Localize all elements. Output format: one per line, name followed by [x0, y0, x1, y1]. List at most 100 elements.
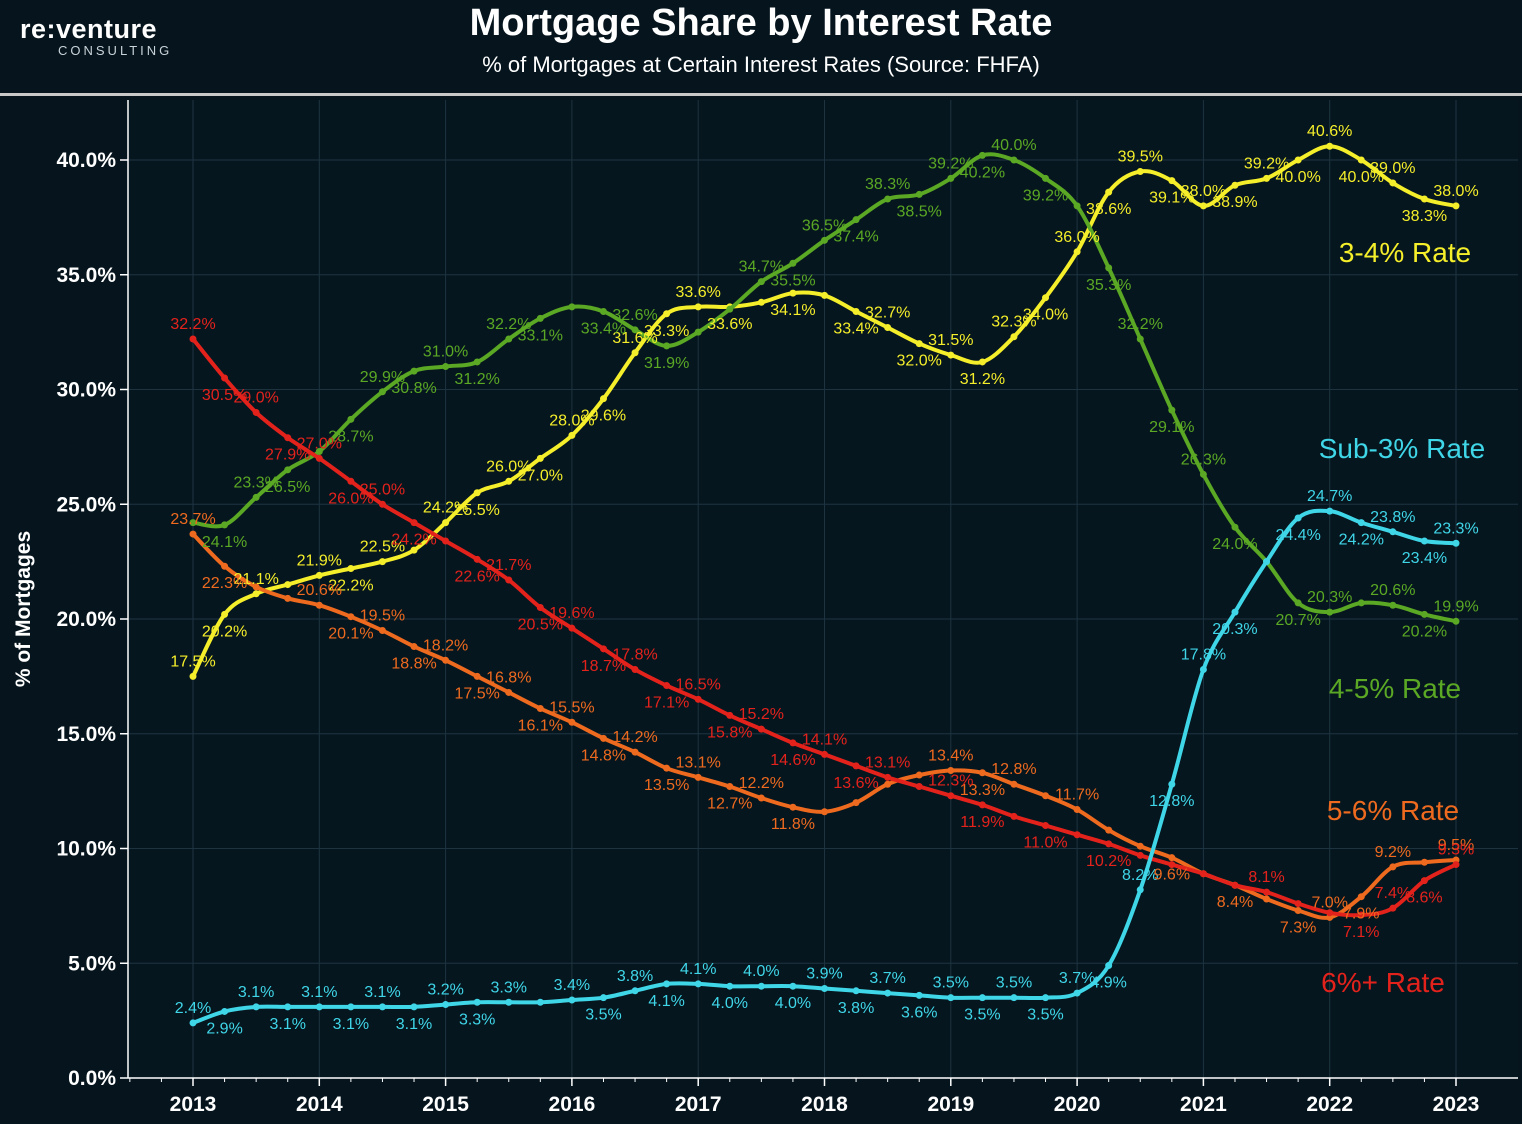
data-label: 23.4% — [1402, 550, 1447, 567]
data-point — [568, 431, 576, 439]
y-tick-label: 35.0% — [56, 264, 116, 287]
data-point — [536, 604, 544, 612]
data-label: 38.0% — [1433, 183, 1478, 200]
data-label: 31.9% — [644, 355, 689, 372]
data-label: 3.5% — [996, 975, 1032, 992]
data-point — [852, 307, 860, 315]
data-label: 3.1% — [333, 1016, 369, 1033]
data-point — [473, 358, 481, 366]
data-point — [1326, 142, 1334, 150]
data-point — [789, 289, 797, 297]
data-label: 12.7% — [707, 796, 752, 813]
data-point — [915, 340, 923, 348]
data-label: 11.0% — [1023, 835, 1067, 852]
data-label: 39.2% — [1244, 155, 1289, 172]
data-point — [978, 358, 986, 366]
data-label: 37.4% — [833, 229, 878, 246]
data-point — [1357, 893, 1365, 901]
data-point — [1420, 537, 1428, 545]
data-label: 33.4% — [581, 320, 626, 337]
data-label: 8.6% — [1406, 890, 1442, 907]
data-label: 40.0% — [991, 137, 1036, 154]
data-point — [821, 750, 828, 758]
data-point — [1136, 167, 1144, 175]
data-label: 30.8% — [391, 380, 436, 397]
data-point — [663, 342, 671, 350]
data-label: 3.1% — [238, 984, 274, 1001]
data-label: 10.2% — [1086, 853, 1131, 870]
data-label: 13.4% — [928, 747, 973, 764]
data-label: 8.4% — [1217, 894, 1253, 911]
data-point — [1010, 780, 1018, 788]
data-label: 3.3% — [491, 979, 527, 996]
data-point — [1326, 608, 1334, 616]
x-tick-label: 2013 — [170, 1093, 217, 1116]
data-point — [1452, 202, 1460, 210]
data-label: 21.1% — [233, 571, 278, 588]
data-point — [442, 537, 450, 545]
data-label: 40.2% — [960, 164, 1005, 181]
data-label: 17.5% — [454, 685, 499, 702]
data-point — [1136, 335, 1144, 343]
data-label: 35.3% — [1086, 277, 1131, 294]
data-point — [947, 792, 955, 800]
data-point — [315, 571, 323, 579]
data-label: 31.0% — [423, 344, 468, 361]
data-label: 3.5% — [933, 975, 969, 992]
data-point — [221, 1007, 229, 1015]
y-tick-label: 0.0% — [68, 1067, 116, 1090]
data-label: 22.3% — [202, 575, 247, 592]
data-point — [884, 989, 892, 997]
data-point — [978, 151, 986, 159]
data-point — [726, 982, 734, 990]
data-label: 14.1% — [802, 731, 847, 748]
data-label: 18.7% — [581, 658, 626, 675]
data-point — [189, 1019, 197, 1027]
chart-header: re:venture CONSULTING Mortgage Share by … — [0, 0, 1522, 93]
data-point — [221, 521, 229, 529]
data-label: 33.4% — [833, 320, 878, 337]
data-point — [347, 1003, 355, 1011]
data-point — [1042, 792, 1050, 800]
data-point — [1231, 608, 1239, 616]
data-label: 14.6% — [770, 752, 815, 769]
data-label: 27.0% — [518, 467, 563, 484]
data-label: 36.0% — [1054, 229, 1099, 246]
data-point — [1199, 665, 1207, 673]
data-label: 23.7% — [170, 511, 215, 528]
data-point — [821, 984, 828, 992]
data-point — [347, 565, 355, 573]
data-label: 38.0% — [1181, 183, 1226, 200]
data-label: 34.7% — [739, 259, 784, 276]
data-point — [757, 794, 765, 802]
data-label: 3.3% — [459, 1011, 495, 1028]
data-label: 3.7% — [1059, 970, 1095, 987]
data-point — [1073, 831, 1081, 839]
data-point — [252, 590, 260, 598]
y-axis-label: % of Mortgages — [12, 531, 35, 687]
data-point — [315, 1003, 323, 1011]
data-point — [1294, 900, 1302, 908]
data-label: 11.7% — [1055, 786, 1099, 803]
data-point — [631, 349, 639, 357]
data-label: 3.1% — [301, 984, 337, 1001]
data-point — [1042, 822, 1050, 830]
data-label: 3.5% — [964, 1007, 1000, 1024]
data-label: 12.8% — [991, 761, 1036, 778]
data-point — [1231, 523, 1239, 531]
data-point — [1168, 854, 1176, 862]
data-label: 4.1% — [680, 961, 716, 978]
data-label: 38.3% — [865, 176, 910, 193]
data-label: 34.1% — [770, 302, 815, 319]
data-label: 29.0% — [233, 389, 278, 406]
series-name-label: Sub-3% Rate — [1319, 433, 1486, 464]
data-point — [568, 996, 576, 1004]
data-label: 14.2% — [612, 729, 657, 746]
data-label: 22.6% — [454, 568, 499, 585]
data-point — [1389, 863, 1397, 871]
data-point — [1136, 842, 1144, 850]
data-point — [1042, 994, 1050, 1002]
data-label: 20.5% — [518, 617, 563, 634]
data-label: 11.9% — [960, 814, 1004, 831]
